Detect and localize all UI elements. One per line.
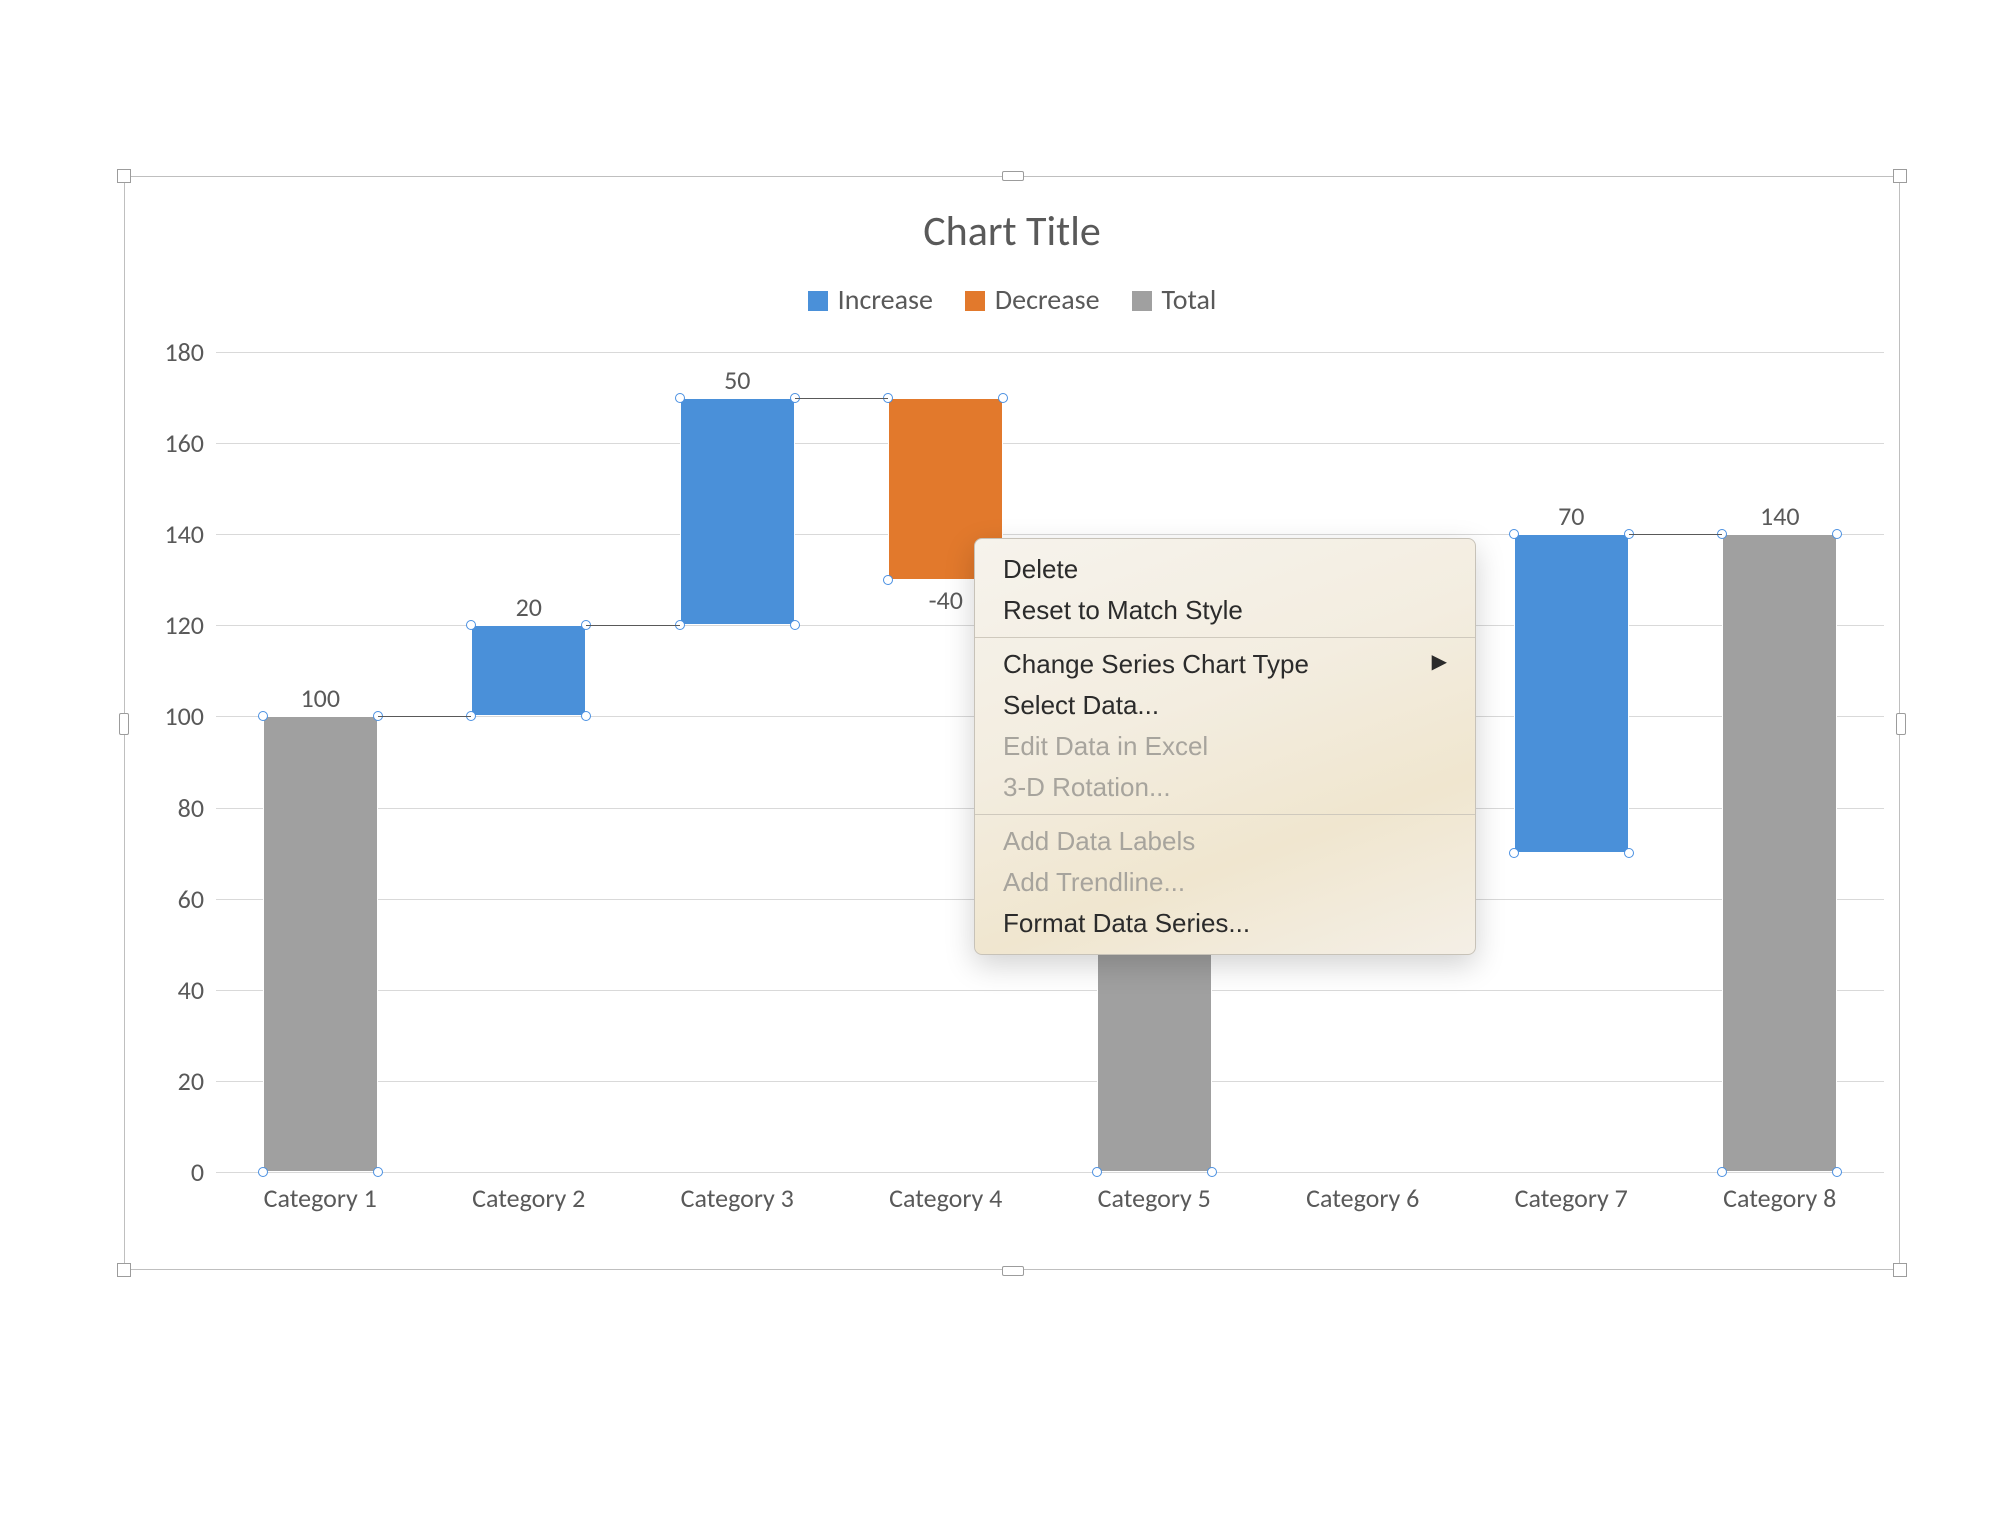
bar-selection-dot[interactable] xyxy=(1092,1167,1102,1177)
y-tick-label: 180 xyxy=(144,336,204,368)
gridline xyxy=(216,443,1884,444)
context-menu-item: Add Data Labels xyxy=(975,821,1475,862)
context-menu-item[interactable]: Select Data... xyxy=(975,685,1475,726)
x-tick-label: Category 4 xyxy=(842,1182,1051,1214)
legend-label: Decrease xyxy=(995,282,1100,317)
context-menu-item: Add Trendline... xyxy=(975,862,1475,903)
bar-selection-dot[interactable] xyxy=(1717,1167,1727,1177)
context-menu-item: Edit Data in Excel xyxy=(975,726,1475,767)
waterfall-bar[interactable] xyxy=(263,716,378,1172)
y-tick-label: 20 xyxy=(144,1065,204,1097)
bar-selection-dot[interactable] xyxy=(1624,848,1634,858)
submenu-arrow-icon: ▶ xyxy=(1432,649,1447,674)
x-tick-label: Category 1 xyxy=(216,1182,425,1214)
y-tick-label: 40 xyxy=(144,974,204,1006)
data-label[interactable]: 70 xyxy=(1514,500,1629,532)
bar-selection-dot[interactable] xyxy=(790,620,800,630)
bar-selection-dot[interactable] xyxy=(373,1167,383,1177)
bar-selection-dot[interactable] xyxy=(581,711,591,721)
connector-line xyxy=(586,625,680,626)
bar-selection-dot[interactable] xyxy=(1509,848,1519,858)
legend-swatch xyxy=(1132,291,1152,311)
legend-label: Increase xyxy=(838,282,933,317)
x-tick-label: Category 5 xyxy=(1050,1182,1259,1214)
x-tick-label: Category 2 xyxy=(425,1182,634,1214)
connector-line xyxy=(378,716,472,717)
context-menu-item[interactable]: Format Data Series... xyxy=(975,903,1475,944)
gridline xyxy=(216,1081,1884,1082)
legend-item[interactable]: Total xyxy=(1132,282,1217,317)
menu-separator xyxy=(975,814,1475,815)
waterfall-bar[interactable] xyxy=(680,398,795,626)
waterfall-bar[interactable] xyxy=(1722,534,1837,1172)
data-label[interactable]: 140 xyxy=(1722,500,1837,532)
bar-selection-dot[interactable] xyxy=(1832,1167,1842,1177)
context-menu-item[interactable]: Delete xyxy=(975,549,1475,590)
gridline xyxy=(216,352,1884,353)
legend-swatch xyxy=(808,291,828,311)
y-tick-label: 80 xyxy=(144,792,204,824)
data-label[interactable]: 50 xyxy=(680,364,795,396)
x-tick-label: Category 3 xyxy=(633,1182,842,1214)
context-menu-item[interactable]: Change Series Chart Type▶ xyxy=(975,644,1475,685)
legend-swatch xyxy=(965,291,985,311)
y-tick-label: 160 xyxy=(144,427,204,459)
bar-selection-dot[interactable] xyxy=(675,393,685,403)
context-menu-item: 3-D Rotation... xyxy=(975,767,1475,808)
y-tick-label: 100 xyxy=(144,700,204,732)
legend-item[interactable]: Increase xyxy=(808,282,933,317)
chart-title[interactable]: Chart Title xyxy=(124,206,1900,257)
bar-selection-dot[interactable] xyxy=(1207,1167,1217,1177)
context-menu-item[interactable]: Reset to Match Style xyxy=(975,590,1475,631)
bar-selection-dot[interactable] xyxy=(258,1167,268,1177)
y-tick-label: 0 xyxy=(144,1156,204,1188)
bar-selection-dot[interactable] xyxy=(998,393,1008,403)
gridline xyxy=(216,1172,1884,1173)
legend-label: Total xyxy=(1162,282,1217,317)
y-tick-label: 120 xyxy=(144,609,204,641)
legend-item[interactable]: Decrease xyxy=(965,282,1100,317)
connector-line xyxy=(1629,534,1723,535)
data-label[interactable]: 100 xyxy=(263,682,378,714)
menu-separator xyxy=(975,637,1475,638)
context-menu[interactable]: DeleteReset to Match Style Change Series … xyxy=(974,538,1476,955)
x-tick-label: Category 6 xyxy=(1259,1182,1468,1214)
y-tick-label: 60 xyxy=(144,883,204,915)
connector-line xyxy=(795,398,889,399)
y-tick-label: 140 xyxy=(144,518,204,550)
bar-selection-dot[interactable] xyxy=(1832,529,1842,539)
gridline xyxy=(216,990,1884,991)
data-label[interactable]: 20 xyxy=(471,591,586,623)
waterfall-bar[interactable] xyxy=(471,625,586,716)
chart-legend[interactable]: Increase Decrease Total xyxy=(124,282,1900,317)
waterfall-bar[interactable] xyxy=(1514,534,1629,853)
x-tick-label: Category 7 xyxy=(1467,1182,1676,1214)
x-tick-label: Category 8 xyxy=(1676,1182,1885,1214)
